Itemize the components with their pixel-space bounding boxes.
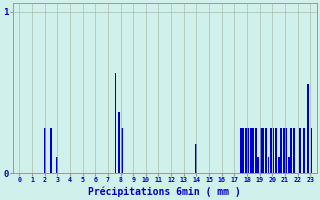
Bar <box>262 128 264 173</box>
Bar <box>242 128 244 173</box>
Bar <box>252 128 254 173</box>
Bar <box>273 128 275 173</box>
Bar <box>260 128 262 173</box>
Bar <box>50 128 52 173</box>
Bar <box>255 128 257 173</box>
Bar <box>44 128 45 173</box>
Bar <box>247 128 249 173</box>
Bar <box>293 128 295 173</box>
Bar <box>270 128 272 173</box>
Bar <box>307 84 308 173</box>
Bar <box>299 128 301 173</box>
Bar <box>196 144 197 173</box>
Bar <box>250 128 252 173</box>
Bar <box>115 73 116 173</box>
Bar <box>310 128 312 173</box>
Bar <box>240 128 242 173</box>
Bar <box>303 128 305 173</box>
Bar <box>265 128 267 173</box>
Bar <box>268 157 269 173</box>
Bar <box>118 112 120 173</box>
Bar <box>257 157 259 173</box>
Bar <box>288 157 290 173</box>
Bar <box>290 128 292 173</box>
Bar <box>56 157 58 173</box>
Bar <box>121 128 123 173</box>
Bar <box>283 128 284 173</box>
X-axis label: Précipitations 6min ( mm ): Précipitations 6min ( mm ) <box>88 186 241 197</box>
Bar <box>280 128 282 173</box>
Bar <box>285 128 287 173</box>
Bar <box>275 128 277 173</box>
Bar <box>245 128 247 173</box>
Bar <box>278 157 280 173</box>
